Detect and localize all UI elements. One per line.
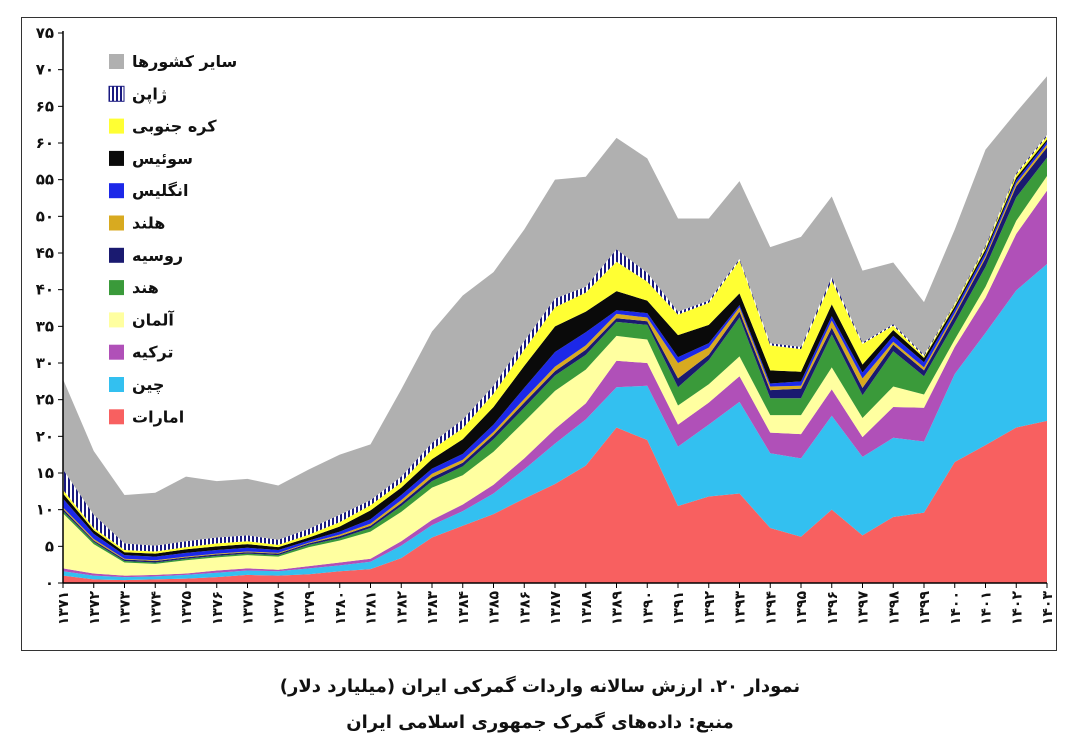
legend-swatch: [109, 150, 124, 166]
legend-swatch: [108, 85, 125, 102]
y-tick-label: ۱۵: [36, 464, 54, 482]
x-tick-label: ۱۳۸۶: [517, 591, 533, 625]
x-tick-label: ۱۳۹۰: [640, 591, 656, 625]
x-tick-label: ۱۳۷۴: [148, 591, 164, 626]
x-tick-label: ۱۳۸۲: [394, 591, 410, 626]
area-series-8: [63, 139, 1047, 557]
x-tick-label: ۱۳۷۵: [179, 591, 195, 626]
legend-label: امارات: [132, 407, 184, 426]
legend-label: چین: [132, 375, 164, 395]
legend-label: هلند: [132, 214, 165, 233]
area-series-group: [63, 76, 1047, 583]
y-tick-label: ۷۵: [36, 24, 54, 42]
x-tick-label: ۱۳۸۳: [425, 591, 441, 626]
x-tick-label: ۱۳۷۶: [210, 591, 226, 625]
legend-label: سوئیس: [132, 149, 193, 168]
area-series-11: [63, 76, 1047, 546]
x-tick-label: ۱۳۷۹: [302, 591, 318, 626]
y-tick-label: ۲۵: [36, 391, 54, 409]
y-tick-label: ۲۰: [36, 427, 54, 445]
x-tick-label: ۱۳۸۹: [610, 591, 626, 626]
y-tick-label: ۴۵: [36, 244, 54, 262]
chart-frame: [21, 17, 1057, 651]
legend-label: ژاپن: [132, 84, 167, 104]
y-tick-label: ۵۵: [36, 171, 54, 189]
x-tick-label: ۱۳۹۳: [733, 591, 749, 626]
x-tick-label: ۱۳۷۱: [56, 591, 72, 625]
x-tick-label: ۱۳۷۲: [87, 591, 103, 626]
y-tick-label: ۶۰: [36, 134, 54, 152]
x-tick-label: ۱۴۰۰: [948, 591, 964, 625]
x-tick-label: ۱۳۹۸: [886, 591, 902, 626]
legend-label: هند: [132, 278, 159, 297]
legend-swatch: [109, 247, 124, 263]
area-series-7: [63, 141, 1047, 561]
chart-caption-source: منبع: داده‌های گمرک جمهوری اسلامی ایران: [346, 712, 734, 733]
x-tick-label: ۱۳۸۸: [579, 591, 595, 626]
legend-swatch: [109, 215, 124, 231]
legend-label: آلمان: [132, 309, 174, 329]
x-tick-label: ۱۳۹۵: [794, 591, 810, 626]
legend-swatch: [109, 118, 124, 134]
legend-swatch: [109, 280, 124, 296]
legend-label: روسیه: [132, 246, 183, 265]
y-tick-label: ۰: [45, 574, 54, 592]
x-tick-label: ۱۳۷۷: [241, 591, 257, 626]
legend-swatch: [109, 312, 124, 328]
x-tick-label: ۱۳۷۳: [118, 591, 134, 626]
x-tick-label: ۱۳۹۴: [763, 591, 779, 626]
x-tick-label: ۱۳۸۰: [333, 591, 349, 625]
x-tick-label: ۱۳۹۷: [856, 591, 872, 626]
legend-label: سایر کشورها: [132, 52, 237, 71]
y-tick-label: ۵: [45, 537, 54, 555]
x-tick-label: ۱۳۸۷: [548, 591, 564, 626]
legend-swatch: [109, 409, 124, 425]
area-chart: ۰ ۵ ۱۰ ۱۵ ۲۰ ۲۵ ۳۰ ۳۵ ۴۰ ۴۵ ۵۰ ۵۵ ۶۰ ۶۵ ۷۰ ۷۵ ۱۳۷۱ ۱۳۷۲ ۱۳…: [36, 24, 1056, 625]
y-tick-label: ۳۵: [36, 317, 54, 335]
area-series-1: [63, 264, 1047, 581]
y-tick-label: ۷۰: [36, 61, 54, 79]
x-tick-label: ۱۳۸۵: [487, 591, 503, 626]
legend: سایر کشورها ژاپن کره جنوبی سوئیس انگلیس هلند ر…: [108, 52, 237, 426]
x-tick-label: ۱۴۰۳: [1040, 591, 1056, 626]
legend-label: انگلیس: [132, 181, 188, 200]
area-series-0: [63, 420, 1047, 583]
legend-label: کره جنوبی: [132, 117, 217, 136]
x-tick-label: ۱۳۹۱: [671, 591, 687, 625]
x-tick-label: ۱۴۰۲: [1009, 591, 1025, 626]
x-tick-label: ۱۳۹۶: [825, 591, 841, 625]
y-tick-label: ۳۰: [36, 354, 54, 372]
x-tick-label: ۱۳۹۹: [917, 591, 933, 626]
legend-swatch: [109, 183, 124, 199]
x-tick-label: ۱۴۰۱: [979, 591, 995, 625]
y-tick-label: ۵۰: [36, 207, 54, 225]
x-tick-label: ۱۳۹۲: [702, 591, 718, 626]
legend-swatch: [109, 344, 124, 360]
legend-label: ترکیه: [132, 343, 174, 362]
x-tick-label: ۱۳۸۱: [364, 591, 380, 625]
legend-swatch: [109, 54, 124, 69]
y-tick-label: ۱۰: [36, 501, 54, 519]
axes-group: ۰ ۵ ۱۰ ۱۵ ۲۰ ۲۵ ۳۰ ۳۵ ۴۰ ۴۵ ۵۰ ۵۵ ۶۰ ۶۵ ۷۰ ۷۵ ۱۳۷۱ ۱۳۷۲ ۱۳…: [36, 24, 1056, 625]
y-tick-label: ۴۰: [36, 281, 54, 299]
legend-swatch: [109, 377, 124, 392]
x-tick-label: ۱۳۸۴: [456, 591, 472, 626]
y-tick-label: ۶۵: [36, 97, 54, 115]
chart-caption-title: نمودار ۲۰. ارزش سالانه واردات گمرکی ایرا…: [279, 676, 801, 697]
x-tick-label: ۱۳۷۸: [271, 591, 287, 626]
